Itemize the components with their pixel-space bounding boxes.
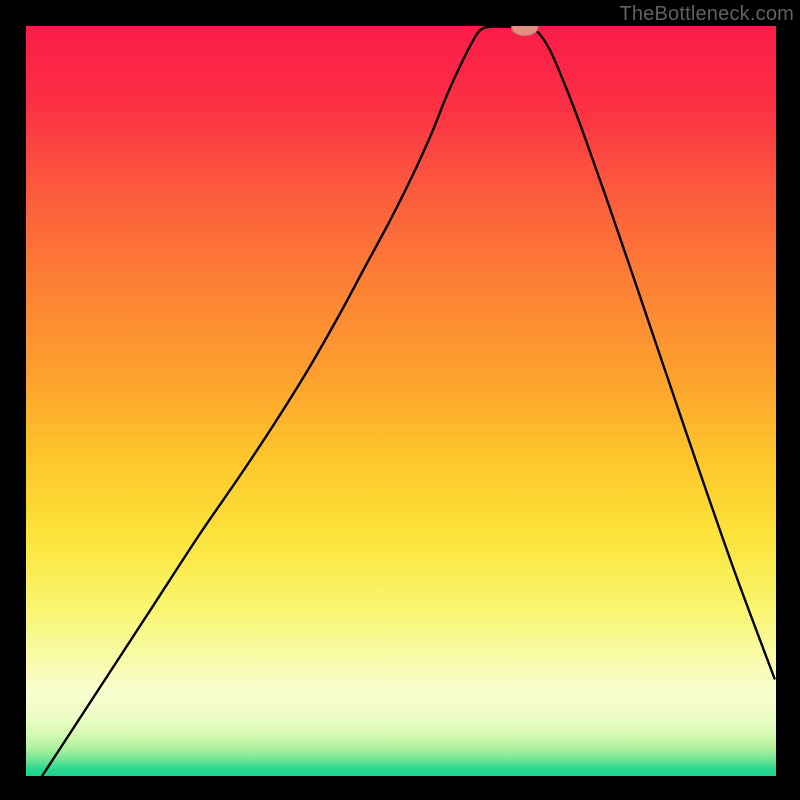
bottleneck-chart xyxy=(26,26,776,776)
chart-background xyxy=(26,26,776,776)
watermark-text: TheBottleneck.com xyxy=(619,3,794,26)
chart-svg xyxy=(26,26,776,776)
